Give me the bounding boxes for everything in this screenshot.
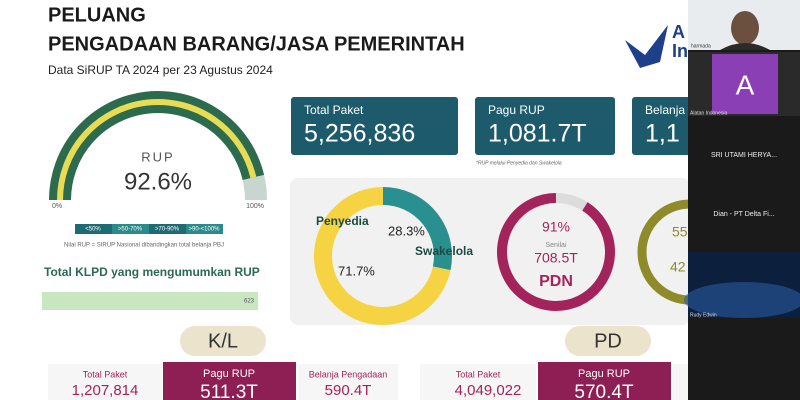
card-value: 4,049,022 — [455, 382, 522, 399]
pdn-amount: 708.5T — [534, 250, 578, 266]
third-ring-label: 55 — [672, 224, 688, 240]
video-panel: harmada A Alatan Indonesia SRI UTAMI HER… — [684, 0, 800, 400]
earth-glow — [684, 282, 800, 318]
host-tag: harmada — [691, 43, 711, 49]
summary-note: *RUP melalui Penyedia dan Swakelola — [476, 160, 562, 166]
gauge-label: RUP — [141, 149, 174, 164]
legend-label: >50-70% — [118, 227, 143, 233]
slice-label: 71.7% — [338, 263, 375, 278]
avatar-letter: A — [736, 69, 755, 100]
pdn-caption: Senilai — [545, 242, 566, 249]
gauge-note: Nilai RUP = SIRUP Nasional dibandingkan … — [64, 243, 224, 249]
klpd-count: 623 — [244, 299, 255, 305]
legend-label: >70-90% — [155, 227, 180, 233]
section-title: K/L — [208, 330, 238, 352]
slice-name: Swakelola — [415, 244, 473, 258]
card-value: 5,256,836 — [304, 120, 415, 148]
logo-mark — [625, 25, 668, 68]
logo-text: In — [672, 41, 688, 61]
card — [673, 364, 688, 400]
card-label: Belanja Pengadaan — [309, 369, 388, 379]
card-label: Belanja — [645, 103, 685, 117]
gauge-value: 92.6% — [124, 168, 192, 195]
legend-label: <50% — [85, 227, 101, 233]
card — [48, 364, 162, 400]
method-donut — [314, 187, 452, 325]
card-value: 1,1 — [645, 120, 680, 148]
card-label: Total Paket — [304, 103, 364, 117]
subtitle: Data SiRUP TA 2024 per 23 Agustus 2024 — [48, 63, 273, 77]
card — [420, 364, 536, 400]
card-value: 1,081.7T — [488, 120, 587, 148]
participant-name[interactable]: Dian - PT Delta Fi... — [713, 211, 774, 218]
legend-label: >90-<100% — [188, 227, 220, 233]
avatar — [712, 54, 778, 114]
card-value: 1,207,814 — [72, 382, 139, 399]
section-pill — [565, 326, 651, 356]
legend-swatch — [112, 224, 149, 234]
participant-name[interactable]: SRI UTAMI HERYA... — [711, 152, 777, 159]
pdn-value: 91% — [542, 219, 570, 235]
slice-name: Penyedia — [316, 214, 369, 228]
participant-name: Alatan Indonesia — [690, 110, 727, 116]
section-pill — [180, 326, 266, 356]
gauge-max: 100% — [246, 203, 264, 210]
legend-swatch — [75, 224, 112, 234]
rup-gauge: RUP 92.6% 0% 100% <50% >50-70% >70-90% >… — [49, 91, 267, 249]
card-value: 570.4T — [574, 382, 634, 400]
pdn-ring — [497, 193, 615, 311]
section-title: PD — [594, 330, 622, 352]
card-label: Pagu RUP — [578, 368, 630, 380]
third-ring-label: 42 — [670, 259, 686, 275]
card-label: Total Paket — [83, 369, 128, 379]
donut-slice — [382, 187, 452, 271]
title: PELUANG — [48, 4, 146, 26]
card-value: 511.3T — [200, 382, 258, 400]
participant-name: Rudy Edwin — [690, 312, 717, 318]
card — [163, 362, 296, 400]
card-value: 590.4T — [325, 382, 372, 399]
gauge-min: 0% — [52, 203, 62, 210]
card-label: Pagu RUP — [488, 103, 545, 117]
gauge-stripe — [57, 99, 257, 201]
legend-swatch — [149, 224, 186, 234]
pdn-arc — [497, 193, 615, 311]
participant-body — [720, 43, 770, 50]
card-label: Pagu RUP — [203, 368, 255, 380]
summary-card — [632, 97, 692, 155]
pdn-name: PDN — [539, 273, 573, 290]
klpd-bar — [42, 292, 258, 310]
logo-text: A — [672, 22, 685, 42]
klpd-title: Total KLPD yang mengumumkan RUP — [44, 265, 260, 279]
summary-card — [475, 97, 615, 155]
title: PENGADAAN BARANG/JASA PEMERINTAH — [48, 33, 465, 55]
card — [298, 364, 398, 400]
summary-card — [291, 97, 458, 155]
card-label: Total Paket — [456, 369, 501, 379]
card — [538, 362, 671, 400]
legend-swatch — [186, 224, 223, 234]
participant-face — [731, 11, 759, 45]
donut-slice — [314, 187, 451, 325]
slice-label: 28.3% — [388, 223, 425, 238]
